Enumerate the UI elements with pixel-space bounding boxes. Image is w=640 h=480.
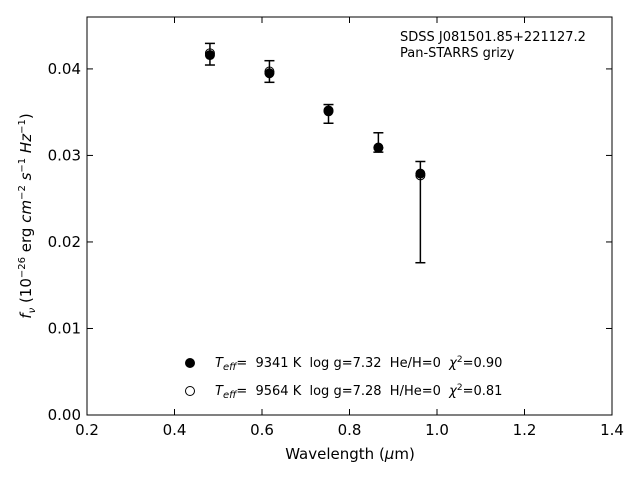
model-point-open [204, 48, 215, 59]
y-tick-label: 0.01 [48, 319, 81, 337]
x-tick-label: 1.0 [425, 421, 449, 439]
axis-ticks: 0.2 0.4 0.6 0.8 1.0 1.2 1.4 0.00 0.01 0.02 0.03 0.0… [48, 17, 624, 439]
y-tick-label: 0.00 [48, 406, 81, 424]
annotation-survey: Pan-STARRS grizy [400, 46, 515, 61]
model-point-open [323, 105, 334, 116]
model-point-open [373, 142, 384, 153]
legend-entry-2: Teff= 9564 K log g=7.28 H/He=0 χ2=0.81 [215, 383, 502, 401]
legend-entry-1: Teff= 9341 K log g=7.32 He/H=0 χ2=0.90 [215, 355, 502, 373]
annotation-object-name: SDSS J081501.85+221127.2 [400, 30, 586, 45]
error-bars [204, 42, 426, 264]
x-tick-label: 1.2 [513, 421, 537, 439]
data-points [204, 48, 426, 181]
model-point-open [264, 66, 275, 77]
legend-marker-open [185, 386, 195, 396]
x-tick-label: 0.4 [163, 421, 187, 439]
legend: Teff= 9341 K log g=7.32 He/H=0 χ2=0.90 T… [185, 355, 502, 401]
y-tick-label: 0.04 [48, 60, 81, 78]
x-tick-label: 0.6 [250, 421, 274, 439]
x-tick-label: 0.2 [75, 421, 99, 439]
x-axis-label: Wavelength (μm) [285, 445, 415, 463]
model-point-open [415, 170, 426, 181]
legend-marker-filled [185, 358, 195, 368]
y-tick-label: 0.03 [48, 146, 81, 164]
x-tick-label: 0.8 [338, 421, 362, 439]
y-tick-label: 0.02 [48, 233, 81, 251]
x-tick-label: 1.4 [600, 421, 624, 439]
y-axis-label: fν (10−26 erg cm−2 s−1 Hz−1) [17, 113, 38, 318]
